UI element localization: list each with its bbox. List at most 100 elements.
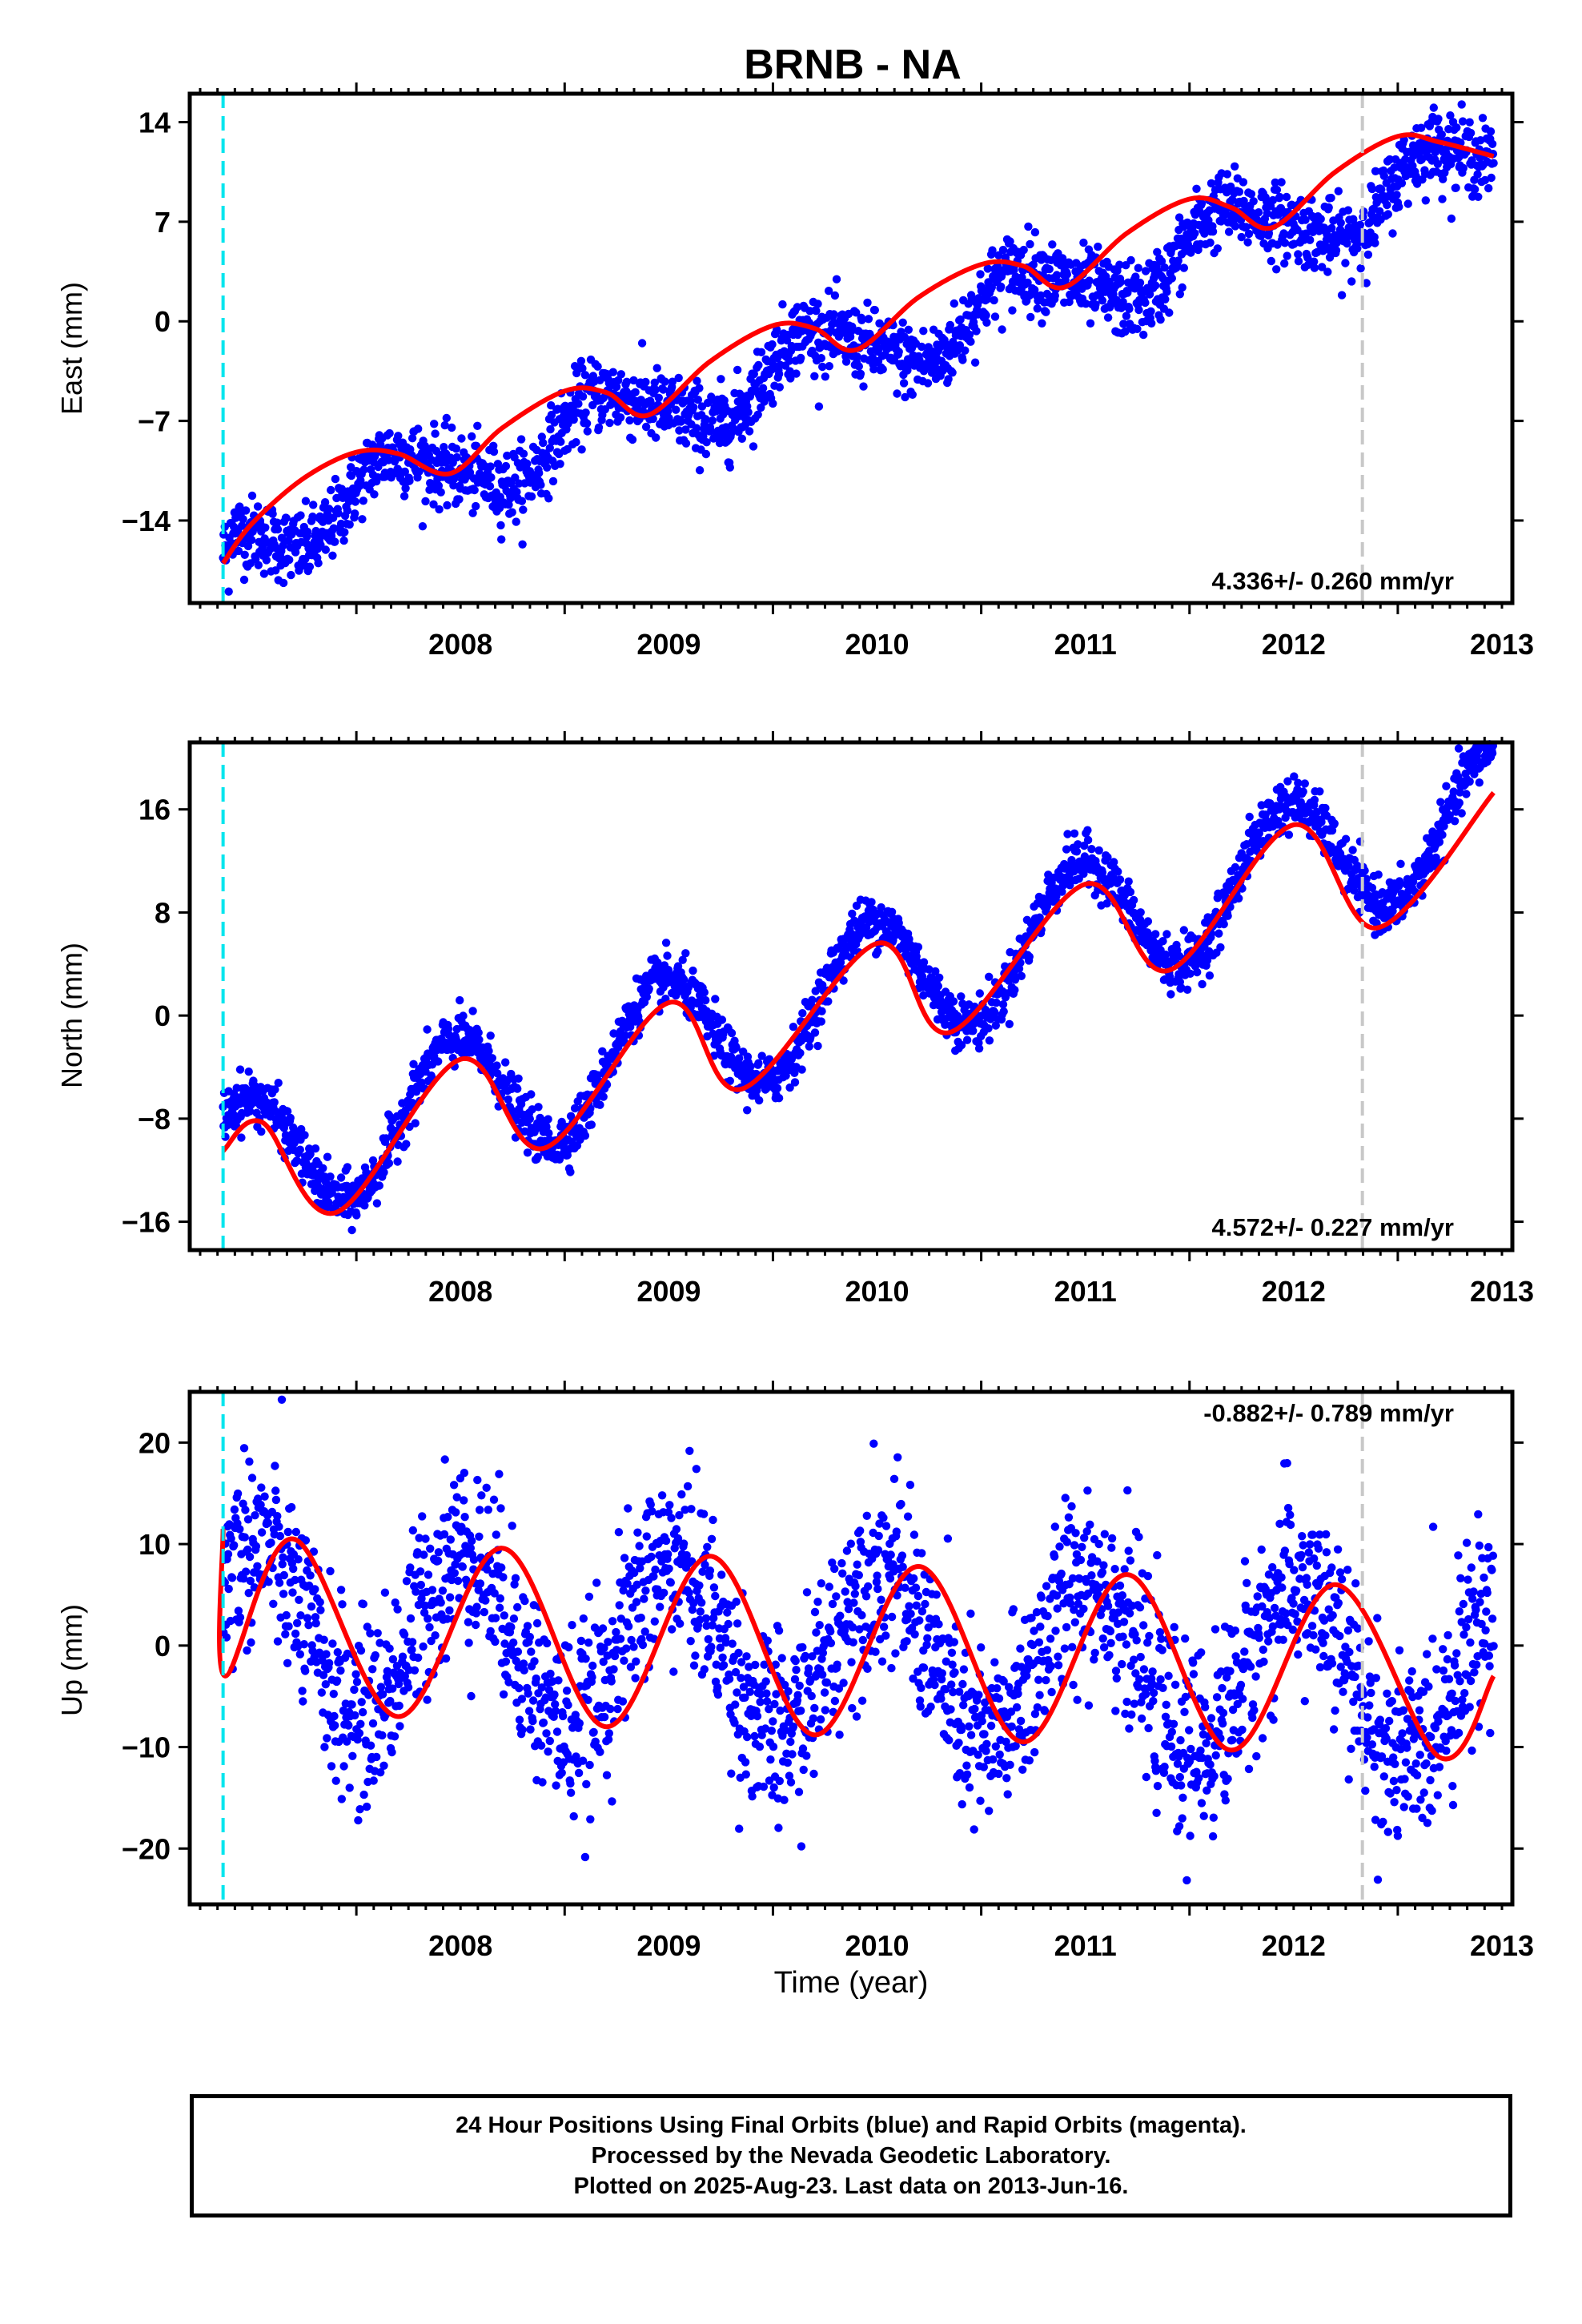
data-point (1143, 917, 1153, 926)
data-point (543, 463, 552, 472)
data-point (370, 490, 379, 499)
data-point (593, 362, 602, 371)
data-point (962, 1035, 972, 1044)
data-point (327, 485, 335, 495)
data-point (497, 535, 506, 544)
data-point (576, 356, 586, 365)
data-point (1488, 139, 1497, 148)
data-point (985, 972, 994, 982)
data-point (311, 1585, 319, 1594)
data-points (219, 740, 1498, 1235)
data-point (293, 1618, 302, 1628)
data-point (474, 1028, 483, 1037)
data-point (863, 298, 872, 308)
data-point (311, 1144, 320, 1153)
data-point (501, 1058, 510, 1067)
data-point (314, 559, 323, 568)
data-point (284, 1622, 293, 1631)
data-point (273, 518, 282, 527)
data-point (1457, 100, 1466, 109)
data-point (1487, 173, 1496, 183)
data-point (711, 995, 720, 1003)
data-point (315, 1598, 324, 1606)
data-point (1466, 128, 1476, 138)
y-tick-label: −7 (138, 405, 171, 438)
rate-label-east: 4.336+/- 0.260 mm/yr (1212, 567, 1454, 595)
data-point (825, 362, 834, 371)
x-tick-label: 2009 (636, 1275, 701, 1308)
data-point (946, 320, 955, 330)
data-point (1161, 295, 1170, 304)
data-point (775, 383, 784, 392)
data-point (485, 482, 495, 491)
data-point (465, 468, 475, 477)
data-point (322, 1650, 331, 1659)
data-point (1205, 971, 1215, 980)
data-point (405, 476, 414, 485)
data-point (295, 1145, 304, 1154)
data-point (343, 506, 352, 515)
data-point (223, 1550, 233, 1558)
data-point (301, 1667, 310, 1675)
data-point (997, 282, 1006, 292)
data-point (273, 1637, 283, 1646)
data-point (496, 521, 505, 530)
data-point (440, 420, 449, 430)
data-point (652, 433, 661, 442)
data-point (569, 415, 578, 424)
data-point (1436, 798, 1445, 806)
data-point (1348, 846, 1357, 854)
data-point (352, 1211, 361, 1220)
data-point (1371, 239, 1379, 247)
data-point (539, 438, 548, 448)
data-point (1396, 859, 1405, 869)
data-point (1025, 952, 1034, 961)
data-point (949, 997, 958, 1006)
data-point (307, 1602, 316, 1611)
data-point (283, 1527, 292, 1537)
data-point (746, 1062, 755, 1071)
data-point (1383, 210, 1393, 219)
data-point (285, 555, 294, 565)
data-point (1208, 227, 1218, 236)
data-point (841, 357, 851, 366)
data-point (240, 550, 249, 559)
data-point (622, 377, 632, 386)
data-point (1438, 195, 1447, 203)
data-point (578, 392, 588, 401)
data-point (641, 422, 651, 432)
data-point (813, 300, 822, 308)
data-point (1347, 277, 1356, 286)
data-point (535, 468, 544, 477)
data-point (442, 413, 451, 423)
data-point (654, 393, 663, 402)
data-point (547, 410, 556, 420)
data-point (867, 898, 876, 907)
data-point (1005, 1019, 1014, 1029)
data-point (401, 484, 410, 493)
data-point (854, 362, 864, 371)
data-point (303, 527, 312, 537)
data-point (1341, 834, 1351, 843)
data-point (291, 1527, 300, 1537)
x-tick-label: 2009 (636, 628, 701, 661)
data-point (821, 372, 830, 381)
data-point (908, 390, 917, 399)
data-point (810, 372, 819, 380)
data-point (612, 382, 621, 392)
data-point (517, 497, 527, 505)
data-point (674, 373, 683, 383)
data-point (1310, 263, 1319, 272)
data-point (1323, 267, 1332, 276)
data-point (1186, 969, 1195, 979)
data-point (511, 473, 520, 482)
data-point (1321, 803, 1330, 813)
data-point (556, 460, 564, 468)
data-point (681, 949, 690, 958)
data-point (1178, 283, 1186, 292)
data-point (411, 1119, 420, 1128)
data-point (449, 481, 458, 490)
data-point (893, 389, 901, 398)
data-point (1115, 875, 1125, 884)
data-point (564, 419, 572, 428)
